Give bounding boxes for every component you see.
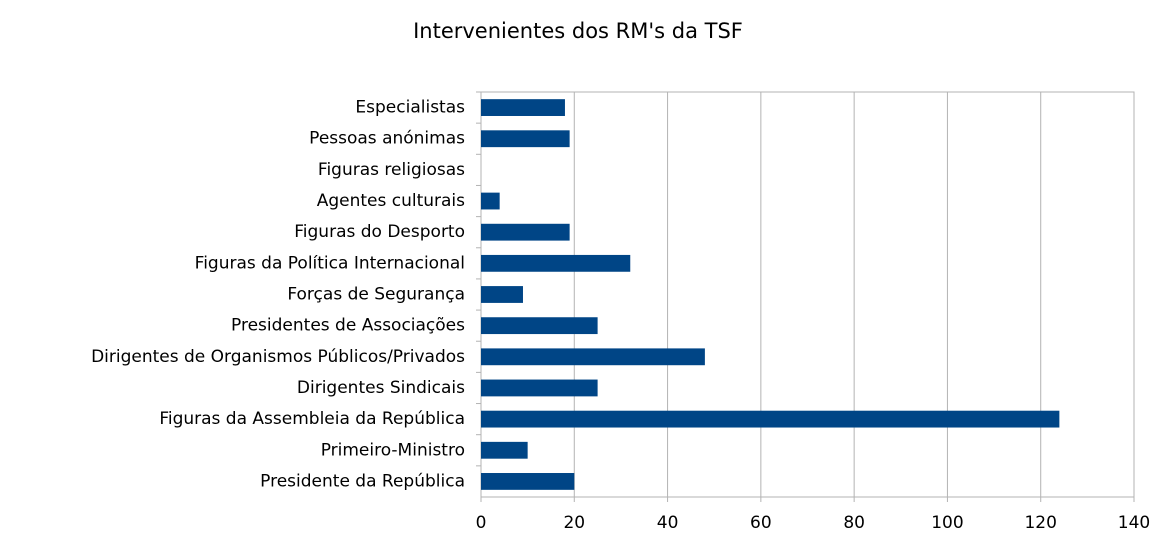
- bar: [481, 223, 570, 241]
- bar: [481, 130, 570, 148]
- x-tick-label: 120: [1024, 513, 1056, 533]
- y-tick-label: Primeiro-Ministro: [321, 440, 465, 460]
- x-tick-label: 80: [843, 513, 865, 533]
- y-tick-label: Forças de Segurança: [287, 285, 465, 305]
- x-tick-label: 0: [476, 513, 487, 533]
- y-tick-label: Presidente da República: [260, 471, 465, 491]
- bar: [481, 254, 631, 272]
- y-tick-label: Pessoas anónimas: [309, 129, 465, 149]
- x-tick-label: 40: [657, 513, 679, 533]
- x-tick-label: 100: [931, 513, 963, 533]
- bar: [481, 410, 1060, 428]
- bar: [481, 317, 598, 335]
- bar: [481, 473, 575, 490]
- bar: [481, 192, 500, 210]
- bar: [481, 441, 528, 459]
- y-tick-label: Agentes culturais: [317, 191, 465, 211]
- x-tick-label: 60: [750, 513, 772, 533]
- y-tick-label: Dirigentes Sindicais: [297, 378, 465, 398]
- y-tick-label: Presidentes de Associações: [231, 316, 465, 336]
- x-tick-label: 140: [1118, 513, 1150, 533]
- y-tick-label: Figuras religiosas: [318, 160, 465, 180]
- bar: [481, 99, 565, 116]
- plot-border: [480, 91, 1135, 498]
- bar: [481, 379, 598, 397]
- y-tick-label: Especialistas: [355, 98, 465, 118]
- y-tick-label: Dirigentes de Organismos Públicos/Privad…: [91, 347, 465, 367]
- bar: [481, 348, 705, 366]
- y-tick-label: Figuras do Desporto: [294, 222, 465, 242]
- x-tick-label: 20: [563, 513, 585, 533]
- y-tick-label: Figuras da Política Internacional: [195, 253, 465, 273]
- bar: [481, 286, 523, 303]
- chart-title: Intervenientes dos RM's da TSF: [413, 19, 743, 43]
- y-tick-label: Figuras da Assembleia da República: [159, 409, 465, 429]
